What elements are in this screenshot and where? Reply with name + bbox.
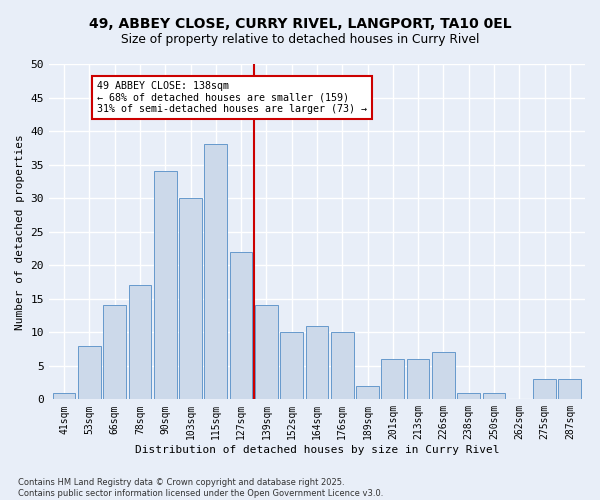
Bar [154, 172, 176, 400]
Bar [559, 379, 581, 400]
X-axis label: Distribution of detached houses by size in Curry Rivel: Distribution of detached houses by size … [135, 445, 499, 455]
Bar [230, 252, 253, 400]
Bar [407, 359, 430, 400]
Text: 49 ABBEY CLOSE: 138sqm
← 68% of detached houses are smaller (159)
31% of semi-de: 49 ABBEY CLOSE: 138sqm ← 68% of detached… [97, 81, 367, 114]
Text: Contains HM Land Registry data © Crown copyright and database right 2025.
Contai: Contains HM Land Registry data © Crown c… [18, 478, 383, 498]
Bar [482, 392, 505, 400]
Bar [457, 392, 480, 400]
Bar [179, 198, 202, 400]
Text: 49, ABBEY CLOSE, CURRY RIVEL, LANGPORT, TA10 0EL: 49, ABBEY CLOSE, CURRY RIVEL, LANGPORT, … [89, 18, 511, 32]
Bar [432, 352, 455, 400]
Bar [128, 286, 151, 400]
Bar [205, 144, 227, 400]
Y-axis label: Number of detached properties: Number of detached properties [15, 134, 25, 330]
Bar [382, 359, 404, 400]
Bar [305, 326, 328, 400]
Bar [255, 306, 278, 400]
Bar [53, 392, 76, 400]
Bar [78, 346, 101, 400]
Bar [533, 379, 556, 400]
Text: Size of property relative to detached houses in Curry Rivel: Size of property relative to detached ho… [121, 32, 479, 46]
Bar [103, 306, 126, 400]
Bar [356, 386, 379, 400]
Bar [331, 332, 353, 400]
Bar [280, 332, 303, 400]
